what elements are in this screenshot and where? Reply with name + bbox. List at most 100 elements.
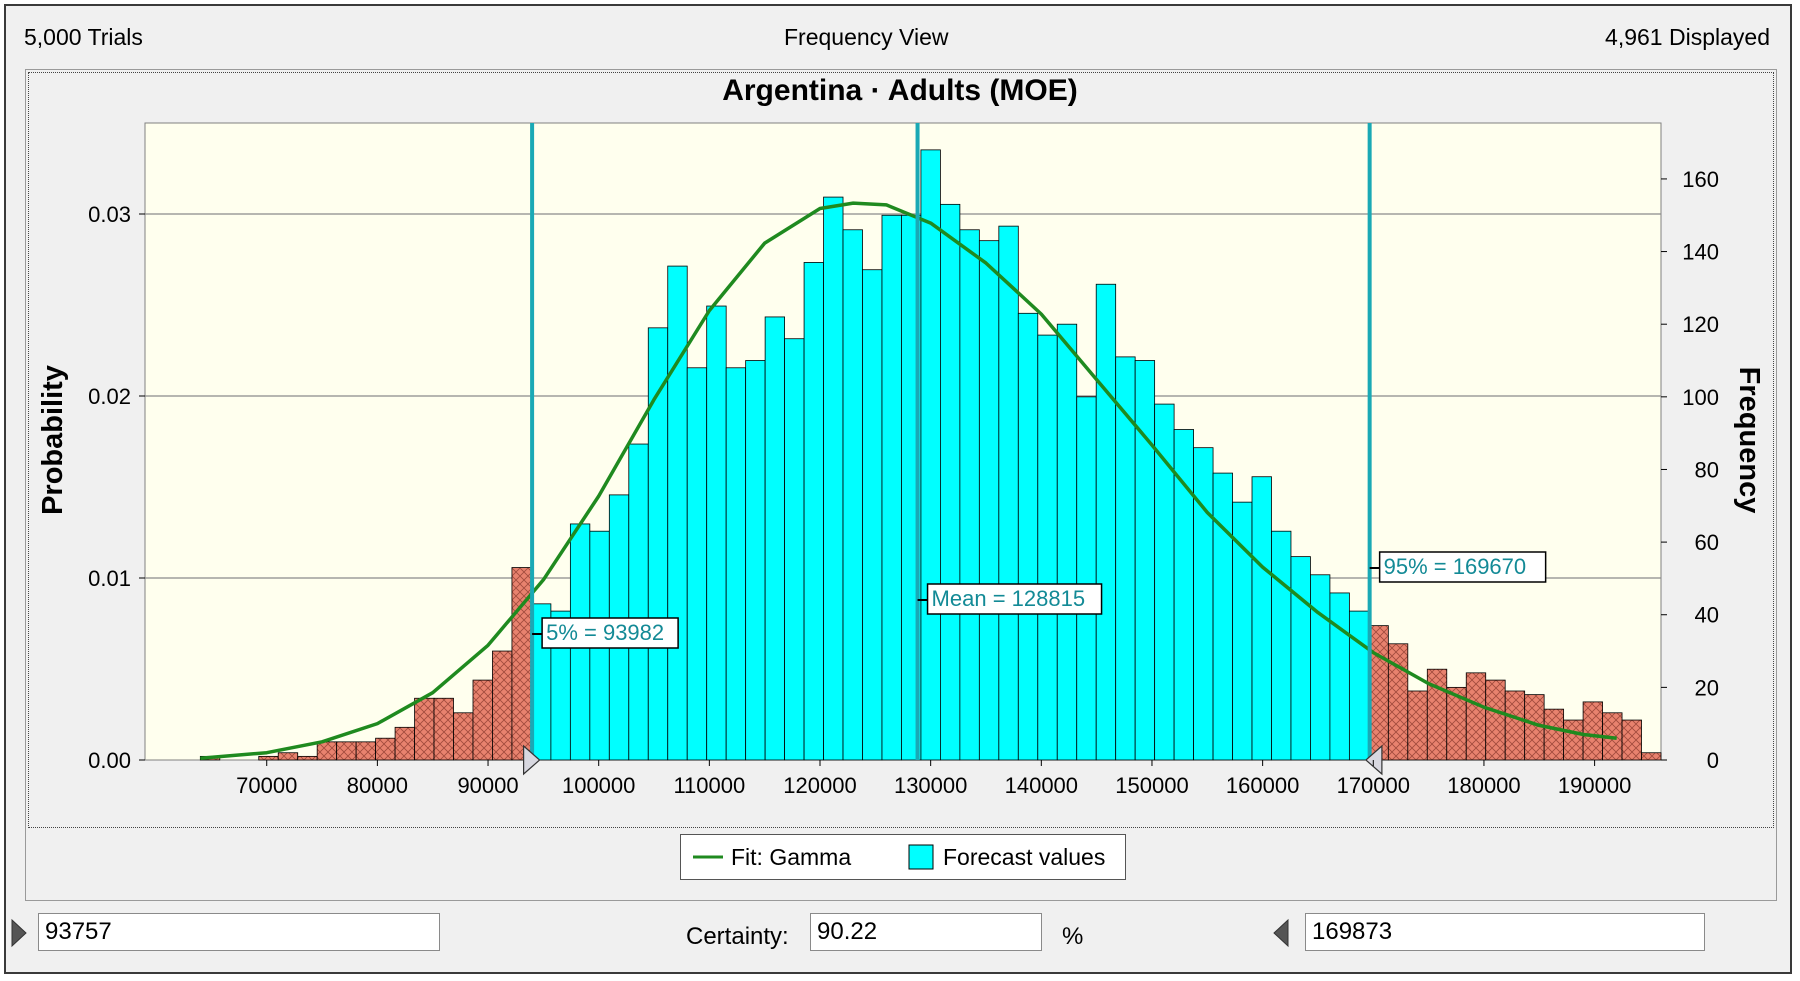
forecast-bar [823,196,844,761]
forecast-bar [940,203,961,761]
marker-label-box [1378,551,1547,583]
percent-sign: % [1062,923,1084,950]
x-tick-label: 70000 [236,773,297,798]
y-tick-label: 0.01 [88,566,131,591]
tail-bar [1407,690,1428,761]
view-title: Frequency View [784,24,949,50]
forecast-bar [862,269,883,761]
chart-area-frame [28,72,1774,828]
marker-label: 95% = 169670 [1384,554,1527,579]
forecast-legend-swatch [908,844,934,870]
tail-bar [1543,708,1565,761]
marker-label: 5% = 93982 [546,620,664,645]
forecast-bar [686,367,708,761]
marker-label: Mean = 128815 [932,586,1086,611]
y2-tick-label: 40 [1695,603,1719,628]
fit-legend-label: Fit: Gamma [731,844,852,870]
tail-bar [492,650,513,761]
forecast-bar [842,229,863,761]
tail-bar [453,712,474,761]
forecast-bar [725,367,747,761]
tail-bar [297,755,318,761]
y2-axis-label: Frequency [1733,367,1765,514]
tail-bar [316,741,338,761]
forecast-bar [978,240,1000,761]
gamma-fit-curve [200,201,1617,760]
forecast-bar [1329,592,1350,761]
tail-bar [414,697,435,761]
tail-bar [1621,719,1642,761]
forecast-bar [745,360,766,761]
left-certainty-grabber-icon[interactable] [523,744,541,776]
y2-tick-label: 160 [1682,167,1719,192]
y2-tick-label: 0 [1707,748,1719,773]
forecast-legend-label: Forecast values [943,844,1106,870]
left-value-input[interactable]: 93757 [38,913,440,951]
forecast-bar [667,265,688,761]
x-tick-label: 160000 [1226,773,1299,798]
forecast-bar [1173,429,1194,761]
x-tick-label: 150000 [1115,773,1188,798]
forecast-bar [764,316,785,761]
tail-bar [1582,701,1603,761]
forecast-bar [1271,530,1292,761]
forecast-bar [1037,334,1058,761]
tail-bar [355,741,377,761]
marker-label-box [541,617,679,649]
tail-bar [433,697,454,761]
legend-swatches [693,844,934,870]
x-tick-label: 110000 [673,773,745,798]
tail-bar [258,755,279,761]
x-tick-label: 90000 [457,773,518,798]
forecast-bar [881,214,902,761]
forecast-bar [1115,356,1136,761]
forecast-bar [959,229,980,761]
y-tick-label: 0.02 [88,384,131,409]
forecast-bar [920,149,941,761]
x-tick-label: 170000 [1337,773,1410,798]
tail-bar [1465,672,1487,761]
right-grabber-icon[interactable] [1272,918,1290,948]
y2-tick-label: 100 [1682,385,1719,410]
y2-tick-label: 60 [1695,530,1719,555]
tail-bar [336,741,357,761]
x-tick-label: 140000 [1005,773,1078,798]
axes: 70000 80000 90000 100000 110000 120000 130000 1… [88,167,1719,798]
y-tick-label: 0.03 [88,202,131,227]
histogram-bars [199,149,1662,761]
x-tick-label: 130000 [894,773,967,798]
displayed-count: 4,961 Displayed [1605,24,1770,50]
forecast-bar [1076,396,1097,761]
forecast-bar [1212,472,1233,761]
forecast-bar [1056,323,1078,761]
tail-bar [394,726,415,761]
tail-bar [1504,690,1526,761]
forecast-bar [1095,283,1117,761]
forecast-bar [1134,360,1156,761]
y2-tick-label: 120 [1682,312,1719,337]
tail-bar [472,679,493,761]
y2-tick-label: 140 [1682,240,1719,265]
right-certainty-grabber-icon[interactable] [1364,744,1383,776]
fit-curve-layer [200,201,1617,760]
marker-layer: 5% = 93982 Mean = 128815 95% = 169670 [523,123,1547,776]
y2-tick-label: 20 [1695,675,1719,700]
chart-legend: Fit: Gamma Forecast values [680,834,1126,880]
y-axis-label: Probability [37,365,69,515]
forecast-bar [998,225,1019,761]
forecast-bar [1290,556,1311,761]
x-tick-label: 100000 [562,773,635,798]
certainty-input[interactable]: 90.22 [810,913,1042,951]
tail-bar [1641,752,1662,761]
forecast-bar [1348,610,1370,761]
right-value-input[interactable]: 169873 [1305,913,1705,951]
forecast-bar [1193,447,1214,761]
left-grabber-icon[interactable] [10,918,28,948]
x-tick-label: 180000 [1447,773,1520,798]
forecast-bar [628,443,649,761]
y-tick-label: 0.00 [88,748,131,773]
x-tick-label: 190000 [1558,773,1631,798]
forecast-bar [784,338,805,761]
tail-bar [1368,625,1389,761]
